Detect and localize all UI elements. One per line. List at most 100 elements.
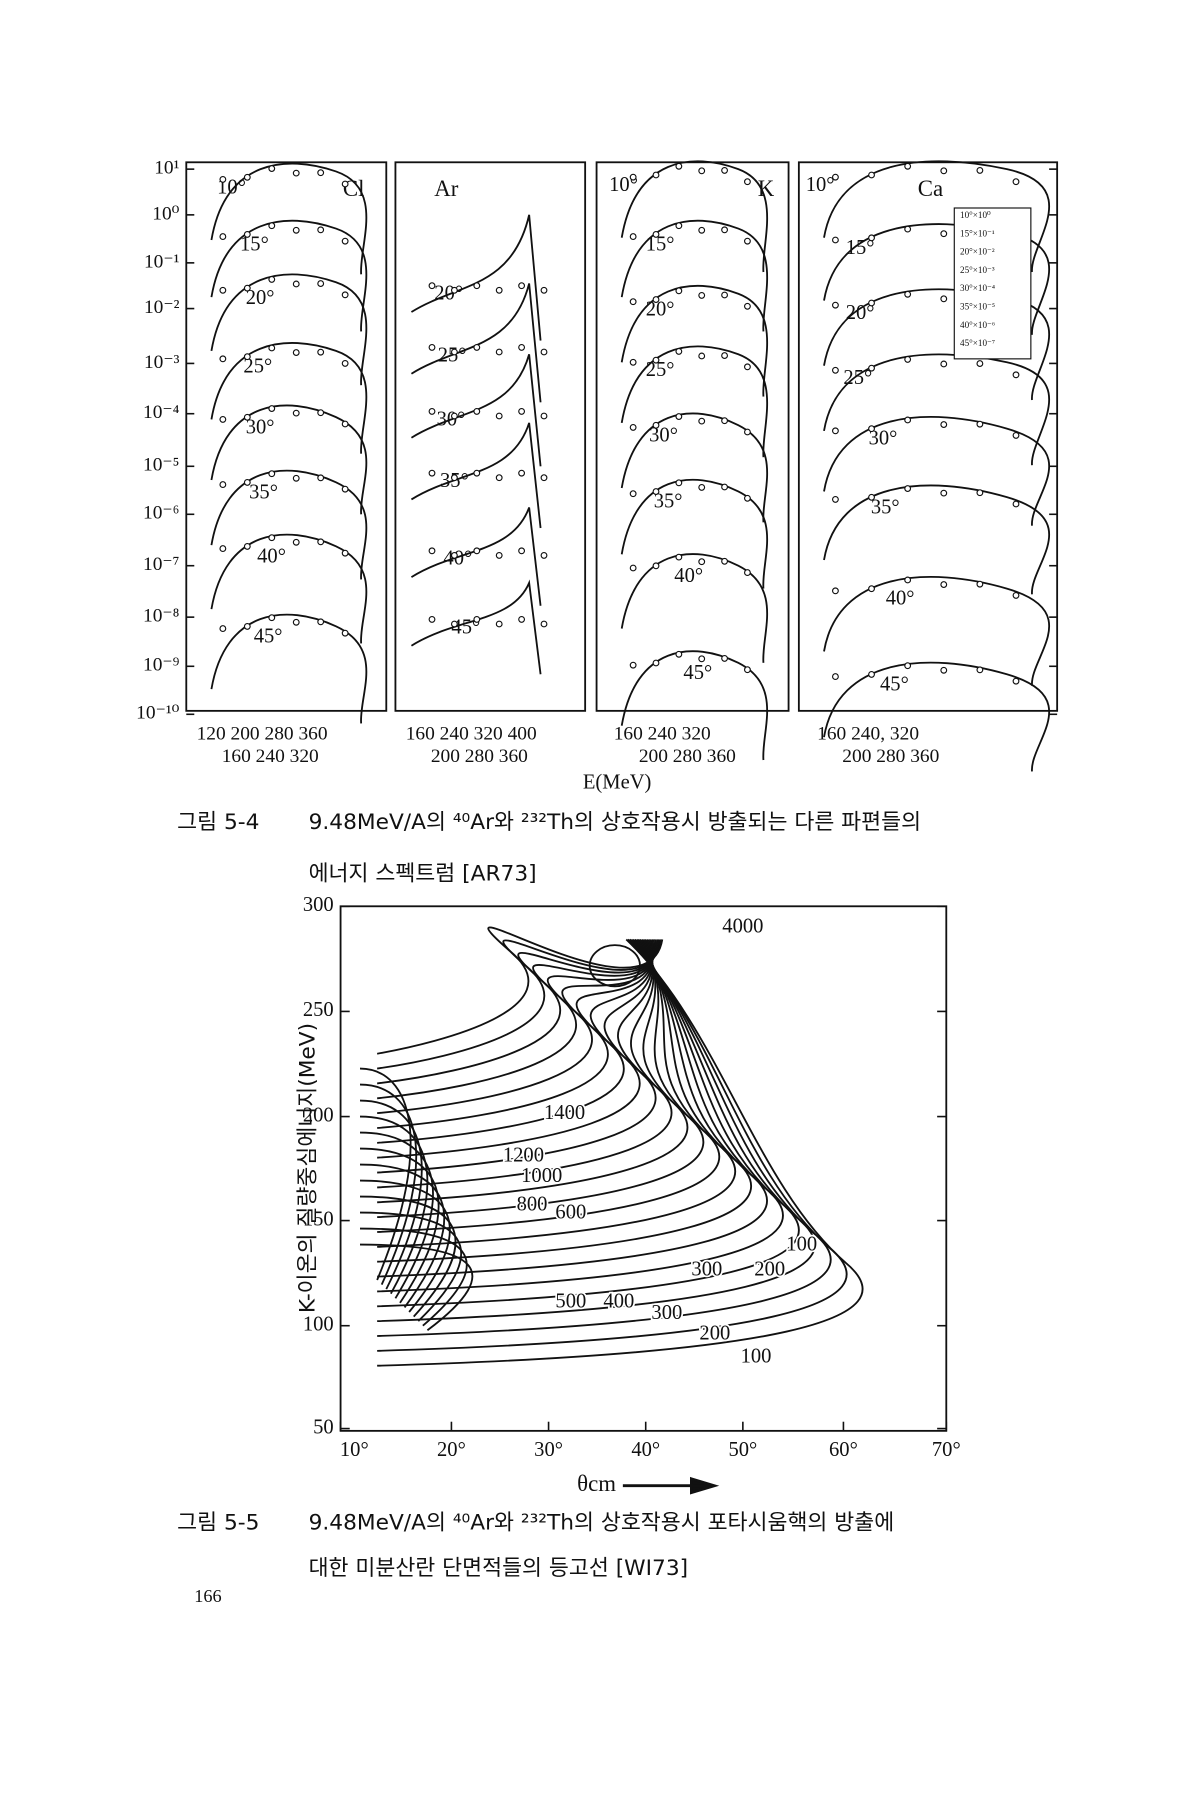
plot-frame (339, 905, 948, 1432)
data-point (675, 479, 683, 487)
data-point (904, 162, 912, 170)
data-point (341, 485, 349, 493)
data-point (450, 412, 458, 420)
spectrum-curve (823, 661, 1051, 772)
data-point (292, 538, 300, 546)
data-point (698, 167, 706, 175)
data-point (721, 483, 728, 491)
data-point (721, 352, 728, 359)
spectrum-curve (823, 160, 1051, 273)
caption-text: 9.48MeV/A의 ⁴⁰Ar와 ²³²Th의 상호작용시 포타시움핵의 방출에 (309, 1510, 895, 1535)
y-tick-label: 10⁻³ (144, 352, 180, 373)
data-point (292, 280, 300, 288)
data-point (473, 616, 481, 623)
angle-label: 25° (243, 356, 272, 378)
spectrum-curve (410, 422, 542, 529)
data-point (940, 666, 948, 674)
data-point (243, 173, 251, 181)
caption-text: 에너지 스펙트럼 [AR73] (309, 861, 537, 886)
contour-line (377, 939, 705, 1219)
contour-line (377, 938, 737, 1248)
spectrum-curve (410, 579, 542, 675)
contour-line (359, 1195, 457, 1318)
data-point (341, 359, 349, 367)
y-tick-label: 10⁻⁸ (143, 606, 180, 627)
caption-label: 그림 5-4 (177, 810, 259, 835)
data-point (1012, 592, 1020, 599)
contour-line (377, 938, 832, 1337)
data-point (450, 620, 458, 628)
data-point (675, 650, 683, 658)
data-point (721, 291, 728, 299)
x-tick-label: 160 240 320 (222, 746, 319, 767)
y-tick-label: 10⁻⁶ (143, 503, 179, 524)
panel-frame (595, 161, 790, 712)
y-tick-label: 10⁻⁹ (143, 655, 180, 676)
data-point (652, 171, 660, 179)
inset-entry: 30°×10⁻⁴ (960, 283, 995, 293)
data-point (743, 666, 751, 674)
data-point (473, 282, 481, 290)
data-point (268, 165, 276, 172)
data-point (219, 481, 227, 488)
data-point (268, 534, 276, 542)
data-point (940, 421, 948, 428)
inset-entry: 10°×10⁰ (960, 210, 991, 220)
data-point (428, 282, 436, 290)
data-point (743, 494, 751, 502)
angle-label: 45° (254, 625, 283, 647)
data-point (219, 286, 227, 294)
data-point (629, 661, 637, 669)
spectrum-curve (620, 160, 769, 273)
data-point (428, 469, 436, 477)
angle-label: 20° (246, 287, 275, 309)
contour-label: 600 (555, 1201, 586, 1223)
data-point (721, 557, 728, 565)
data-point (518, 469, 526, 477)
contour-line (359, 1227, 468, 1327)
angle-label: 25° (843, 367, 872, 389)
contour-line (359, 1163, 445, 1308)
angle-label: 25° (646, 359, 675, 381)
spectrum-curve (823, 575, 1051, 686)
data-point (495, 348, 503, 356)
contour-peak (588, 944, 641, 988)
data-point (629, 358, 637, 366)
data-point (540, 474, 548, 482)
data-point (675, 413, 683, 420)
spectrum-curve (210, 273, 368, 386)
x-tick-label: 20° (437, 1439, 466, 1461)
data-point (698, 291, 706, 299)
data-point (219, 545, 227, 552)
contour-label: 300 (651, 1302, 682, 1324)
data-point (831, 495, 839, 503)
element-label: Cl (343, 176, 365, 201)
spectrum-curve (210, 533, 368, 644)
data-point (743, 178, 751, 186)
page-number: 166 (194, 1586, 221, 1606)
data-point (868, 171, 875, 179)
angle-label: 15° (646, 233, 675, 255)
contour-line (377, 938, 721, 1233)
x-tick-label: 200 280 360 (639, 746, 736, 767)
data-point (495, 412, 503, 420)
data-point (831, 173, 839, 181)
data-point (652, 659, 660, 667)
inset-entry: 25°×10⁻³ (960, 265, 995, 275)
data-point (652, 562, 660, 570)
data-point (428, 343, 436, 351)
data-point (268, 344, 276, 352)
data-point (652, 421, 660, 429)
data-point (831, 587, 839, 595)
data-point (698, 483, 706, 491)
contour-line (377, 939, 657, 1174)
contour-label: 1400 (544, 1102, 585, 1124)
data-point (428, 616, 436, 623)
inset-frame (953, 207, 1032, 360)
data-point (473, 407, 481, 415)
data-point (341, 180, 349, 188)
data-point (428, 547, 436, 555)
angle-label: 40° (443, 548, 472, 570)
data-point (317, 409, 325, 417)
element-label: Ca (918, 176, 943, 201)
